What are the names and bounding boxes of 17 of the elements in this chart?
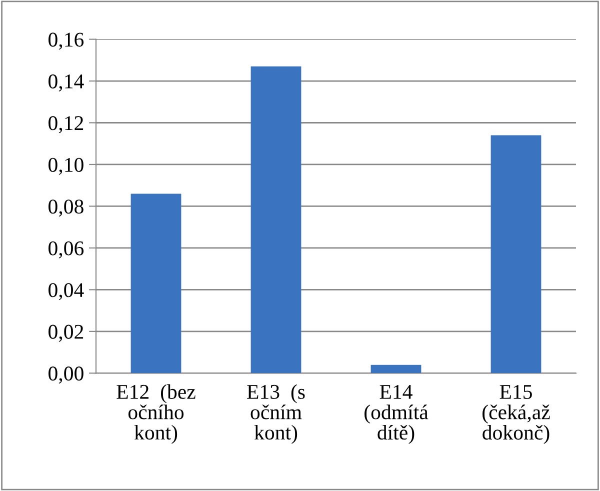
y-tick-label: 0,06 bbox=[48, 241, 84, 258]
y-tick-label: 0,08 bbox=[48, 200, 84, 217]
y-tick-label: 0,04 bbox=[48, 283, 84, 300]
y-tick-label: 0,12 bbox=[48, 116, 84, 134]
x-tick-label: E15 (čeká,až dokonč) bbox=[482, 384, 550, 444]
y-tick-label: 0,14 bbox=[48, 74, 84, 92]
bar bbox=[130, 194, 182, 374]
x-tick-label: E12 (bez očního kont) bbox=[116, 384, 196, 444]
bar bbox=[370, 364, 422, 374]
y-tick-label: 0,02 bbox=[48, 324, 84, 342]
bar bbox=[490, 135, 542, 374]
y-tick-label: 0,16 bbox=[48, 32, 84, 50]
y-tick-label: 0,10 bbox=[48, 158, 84, 175]
y-tick-label: 0,00 bbox=[48, 366, 84, 384]
bar bbox=[250, 66, 302, 374]
x-tick-label: E14 (odmítá dítě) bbox=[364, 384, 428, 444]
x-tick-label: E13 (s očním kont) bbox=[247, 384, 305, 444]
